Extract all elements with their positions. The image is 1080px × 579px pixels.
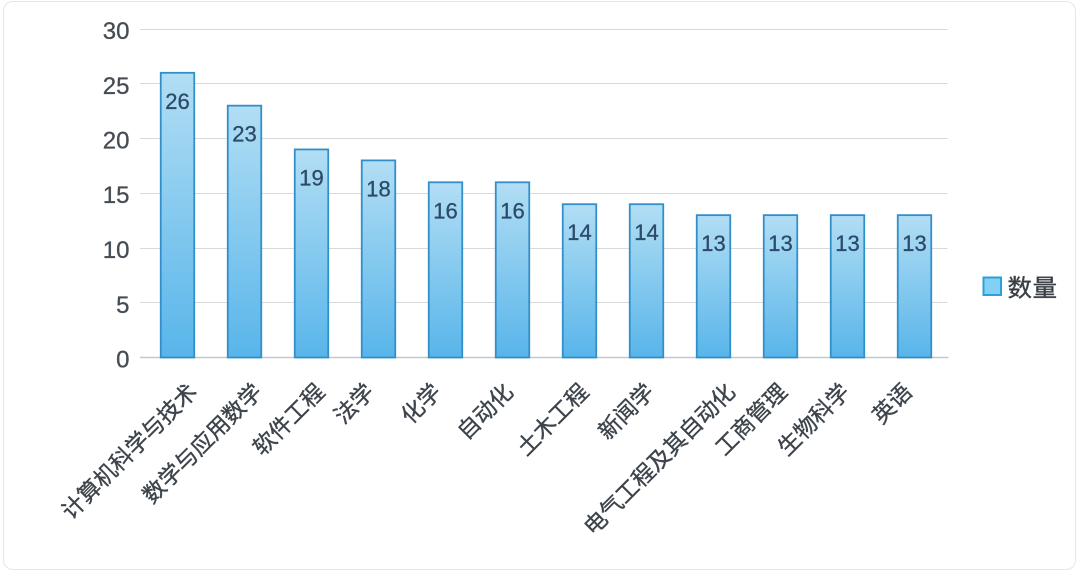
svg-text:14: 14: [634, 220, 658, 245]
svg-text:14: 14: [567, 220, 591, 245]
svg-text:13: 13: [835, 231, 859, 256]
svg-text:15: 15: [103, 182, 130, 209]
svg-text:16: 16: [500, 198, 524, 223]
svg-text:10: 10: [103, 237, 130, 264]
svg-text:13: 13: [768, 231, 792, 256]
svg-text:23: 23: [232, 122, 256, 147]
svg-text:30: 30: [103, 18, 130, 45]
svg-text:13: 13: [701, 231, 725, 256]
svg-text:20: 20: [103, 128, 130, 155]
svg-text:26: 26: [165, 89, 189, 114]
svg-text:13: 13: [902, 231, 926, 256]
svg-text:18: 18: [366, 176, 390, 201]
svg-text:16: 16: [433, 198, 457, 223]
svg-text:5: 5: [116, 292, 129, 319]
svg-text:0: 0: [116, 347, 129, 374]
svg-text:25: 25: [103, 73, 130, 100]
svg-text:19: 19: [299, 166, 323, 191]
